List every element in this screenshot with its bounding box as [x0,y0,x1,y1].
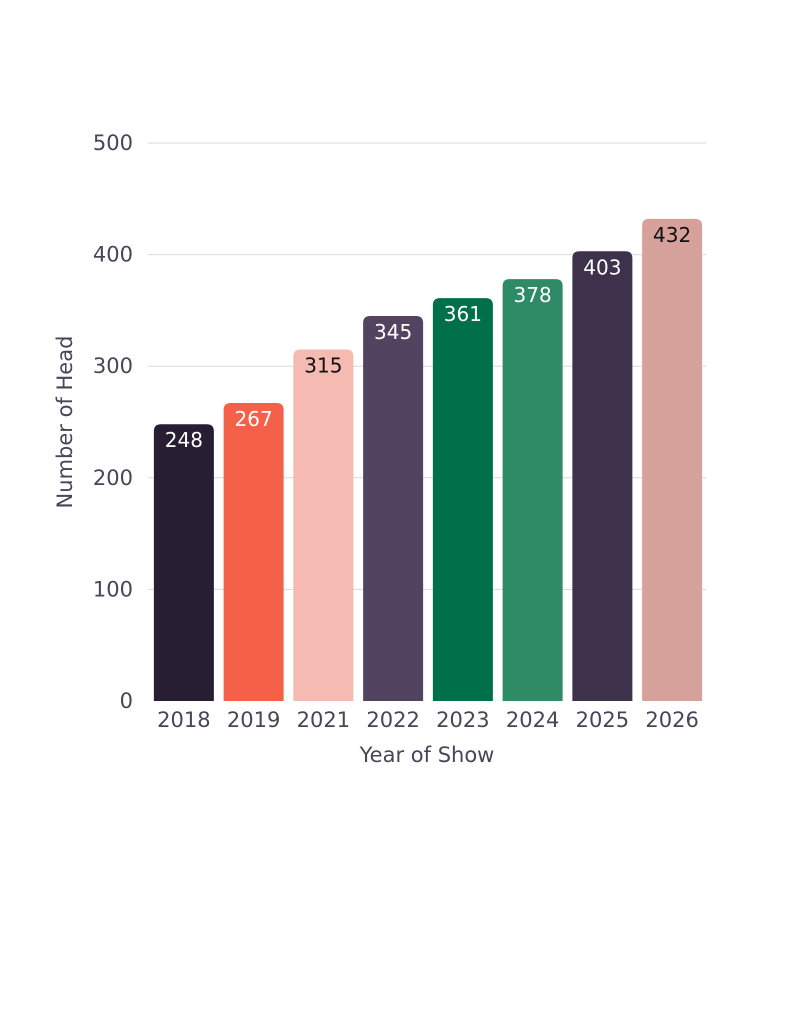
x-tick-label: 2021 [297,708,350,732]
x-tick-label: 2022 [366,708,419,732]
bar-2025 [572,251,633,701]
bar-2022 [363,315,424,701]
bar-2026 [642,218,703,701]
x-tick-label: 2026 [645,708,698,732]
data-label-2025: 403 [583,255,621,279]
y-axis-label: Number of Head [53,336,77,509]
bar-2023 [432,298,493,701]
data-label-2019: 267 [235,407,273,431]
data-label-2021: 315 [304,353,342,377]
data-label-2018: 248 [165,428,203,452]
x-tick-label: 2023 [436,708,489,732]
y-tick-label: 200 [93,466,133,490]
y-tick-label: 300 [93,354,133,378]
y-tick-label: 100 [93,577,133,601]
bar-2019 [223,403,284,701]
data-labels: 248 267 315 345 361 378 403 432 [165,223,691,452]
data-label-2022: 345 [374,320,412,344]
y-axis-ticks: 0 100 200 300 400 500 [93,131,133,713]
y-tick-label: 400 [93,243,133,267]
y-tick-label: 0 [120,689,133,713]
y-tick-label: 500 [93,131,133,155]
x-tick-label: 2024 [506,708,559,732]
bar-2021 [293,349,354,701]
bars [153,218,703,701]
bar-2024 [502,279,563,701]
x-axis-ticks: 2018 2019 2021 2022 2023 2024 2025 2026 [157,708,699,732]
x-tick-label: 2018 [157,708,210,732]
x-axis-label: Year of Show [359,743,495,767]
data-label-2024: 378 [514,283,552,307]
bar-2018 [153,424,214,701]
x-tick-label: 2025 [576,708,629,732]
data-label-2026: 432 [653,223,691,247]
data-label-2023: 361 [444,302,482,326]
x-tick-label: 2019 [227,708,280,732]
